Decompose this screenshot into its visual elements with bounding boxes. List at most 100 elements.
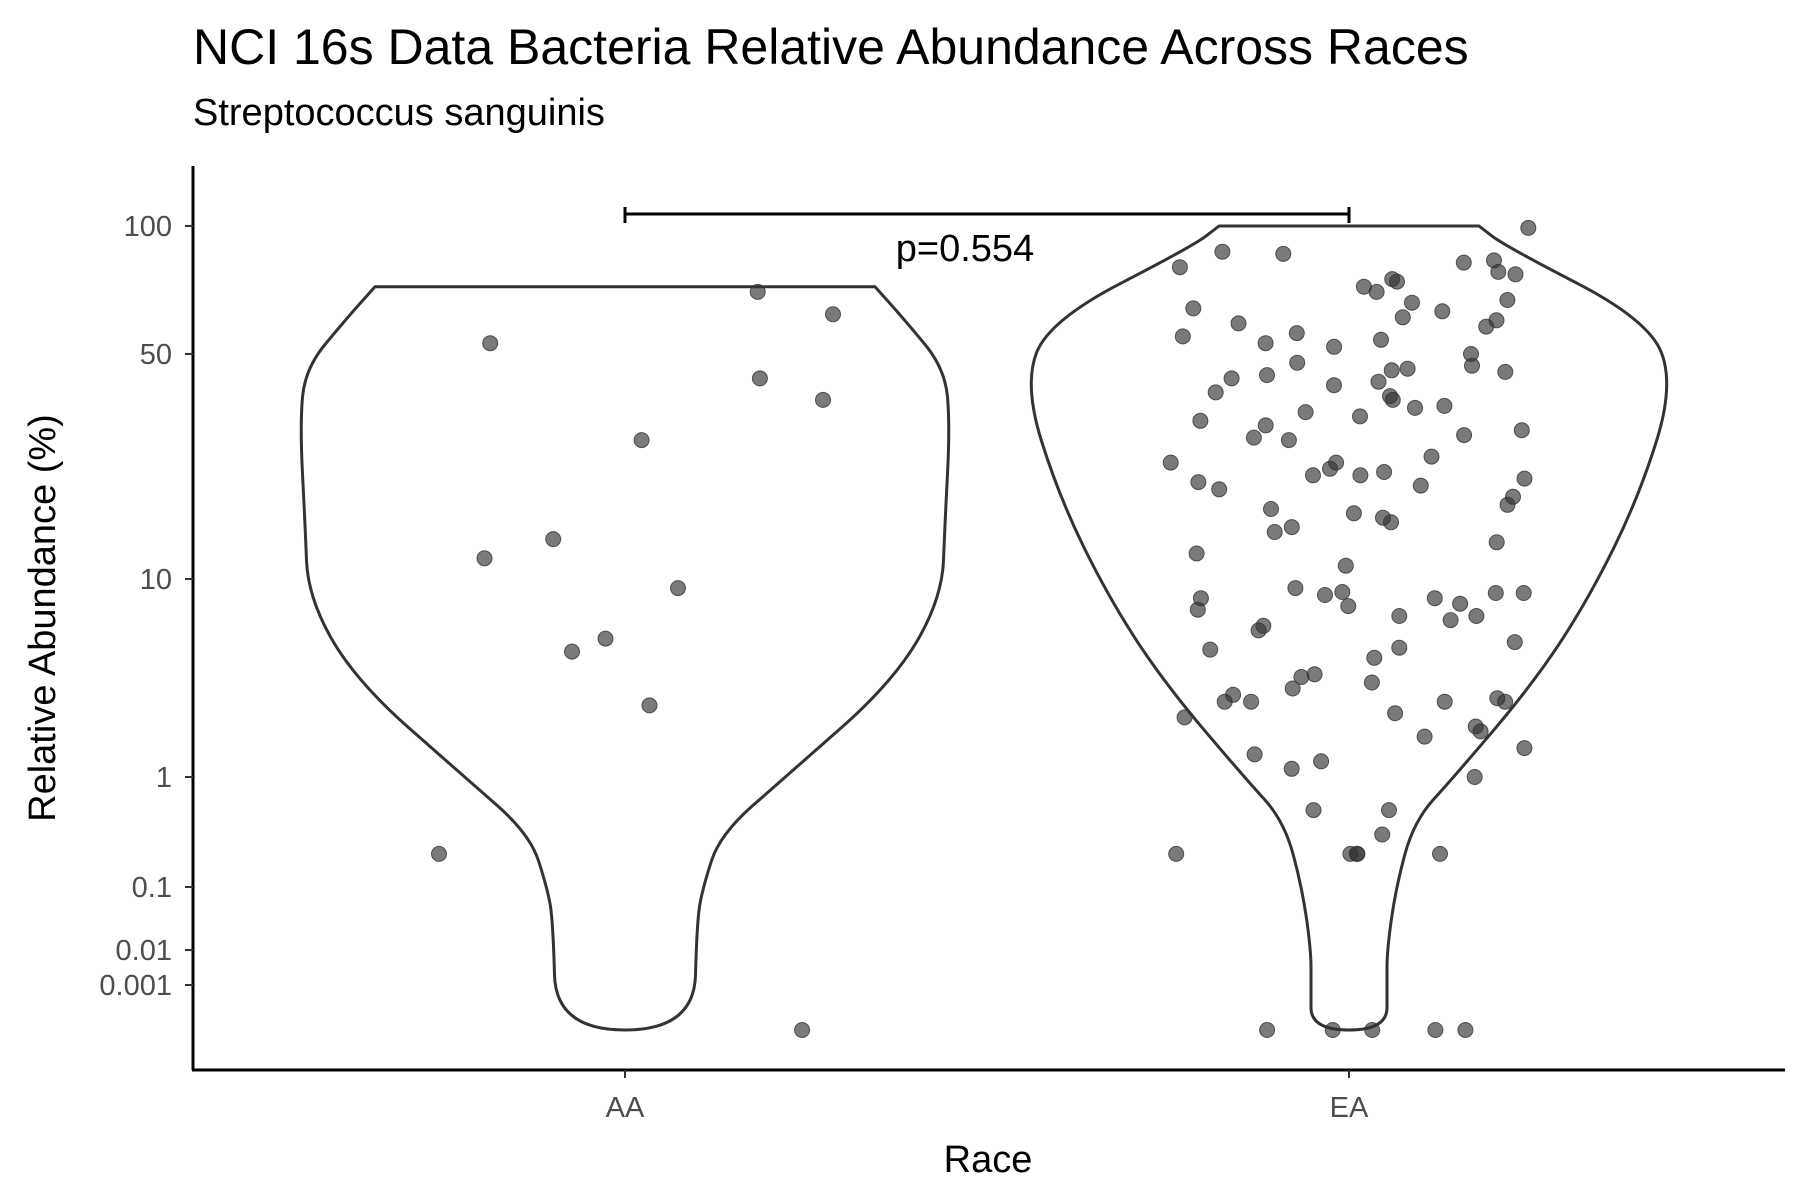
data-point-EA — [1373, 331, 1389, 348]
data-point-EA — [1434, 303, 1451, 320]
data-point-EA — [1243, 693, 1260, 710]
violin-EA — [1029, 224, 1669, 1032]
data-point-EA — [1168, 845, 1185, 862]
data-point-AA — [482, 335, 499, 352]
data-point-EA — [1283, 519, 1300, 536]
data-point-EA — [1192, 412, 1209, 429]
data-point-EA — [1207, 384, 1224, 401]
data-point-EA — [1412, 477, 1429, 494]
data-point-EA — [1520, 219, 1537, 236]
data-point-EA — [1171, 259, 1188, 276]
data-point-AA — [633, 432, 650, 449]
data-point-EA — [1185, 300, 1202, 317]
data-point-EA — [1407, 399, 1423, 416]
y-tick-label: 0.001 — [99, 970, 172, 1002]
data-point-EA — [1214, 243, 1231, 260]
data-point-EA — [1328, 454, 1345, 471]
violin-AA — [299, 285, 951, 1032]
data-point-EA — [1355, 278, 1372, 295]
data-point-EA — [1289, 354, 1306, 371]
y-tick-label: 0.1 — [132, 872, 172, 904]
data-point-AA — [431, 845, 447, 862]
data-point-EA — [1455, 254, 1472, 271]
data-point-AA — [641, 697, 658, 714]
data-point-EA — [1516, 740, 1533, 757]
data-point-AA — [670, 580, 686, 597]
data-point-AA — [815, 391, 831, 408]
data-point-EA — [1507, 266, 1524, 283]
data-point-EA — [1259, 367, 1275, 384]
data-point-EA — [1257, 335, 1274, 352]
data-point-AA — [751, 370, 768, 387]
y-axis-title: Relative Abundance (%) — [22, 414, 64, 822]
data-point-EA — [1245, 429, 1262, 446]
data-point-EA — [1488, 312, 1505, 329]
data-point-EA — [1352, 408, 1368, 425]
data-point-EA — [1162, 454, 1179, 471]
data-point-EA — [1352, 467, 1369, 484]
y-tick-label: 10 — [140, 564, 172, 596]
data-point-EA — [1266, 524, 1283, 540]
data-point-EA — [1174, 328, 1191, 345]
data-point-EA — [1488, 534, 1505, 551]
x-axis-title: Race — [944, 1139, 1033, 1181]
data-point-EA — [1348, 845, 1365, 862]
data-point-EA — [1404, 294, 1420, 311]
data-point-EA — [1497, 363, 1514, 380]
data-point-EA — [1366, 649, 1383, 666]
data-point-EA — [1230, 315, 1247, 332]
data-point-EA — [1467, 718, 1484, 735]
y-tick-label: 50 — [140, 339, 172, 371]
data-point-EA — [1423, 448, 1440, 465]
data-point-EA — [1452, 595, 1469, 612]
data-point-EA — [1223, 370, 1240, 387]
data-point-EA — [1288, 325, 1305, 342]
violin-shapes — [299, 224, 1669, 1032]
data-point-EA — [1426, 590, 1443, 607]
data-point-EA — [1259, 1022, 1276, 1038]
data-point-EA — [1487, 585, 1504, 601]
x-ticks: AA EA — [606, 1070, 1369, 1124]
data-point-EA — [1364, 1022, 1381, 1038]
data-point-EA — [1202, 641, 1219, 658]
data-point-EA — [1515, 585, 1532, 601]
data-point-EA — [1370, 373, 1387, 390]
data-point-EA — [1427, 1022, 1444, 1038]
data-point-EA — [1382, 388, 1398, 405]
data-point-EA — [1326, 377, 1342, 394]
data-point-EA — [1326, 338, 1343, 355]
data-point-EA — [1283, 760, 1300, 777]
data-point-AA — [476, 550, 493, 567]
chart-title: NCI 16s Data Bacteria Relative Abundance… — [193, 19, 1469, 75]
data-point-EA — [1457, 1022, 1474, 1038]
data-point-AA — [825, 306, 841, 323]
data-point-EA — [1287, 580, 1304, 597]
data-point-EA — [1255, 617, 1272, 634]
data-point-EA — [1375, 509, 1391, 526]
data-point-EA — [1442, 612, 1459, 629]
data-point-EA — [1436, 693, 1453, 710]
data-point-EA — [1463, 346, 1479, 362]
y-ticks: 100 50 10 1 0.1 0.010.001 — [99, 211, 193, 1002]
data-point-EA — [1383, 362, 1400, 379]
data-point-EA — [1225, 686, 1242, 703]
data-point-EA — [1340, 598, 1357, 615]
significance-bracket — [623, 207, 1351, 223]
data-point-EA — [1466, 769, 1483, 785]
x-tick-label: AA — [606, 1092, 645, 1124]
x-tick-label: EA — [1330, 1092, 1369, 1124]
data-point-EA — [1381, 802, 1397, 819]
data-point-EA — [1317, 587, 1333, 603]
data-point-EA — [1486, 252, 1502, 269]
y-tick-label: 0.01 — [116, 935, 172, 967]
data-point-EA — [1306, 666, 1323, 683]
data-point-EA — [1399, 360, 1416, 377]
y-tick-label: 1 — [156, 762, 172, 794]
data-point-EA — [1432, 845, 1448, 862]
data-point-EA — [1516, 470, 1533, 487]
data-point-EA — [1505, 488, 1521, 505]
data-point-EA — [1284, 680, 1301, 697]
data-point-EA — [1337, 557, 1354, 574]
data-point-EA — [1456, 427, 1473, 444]
